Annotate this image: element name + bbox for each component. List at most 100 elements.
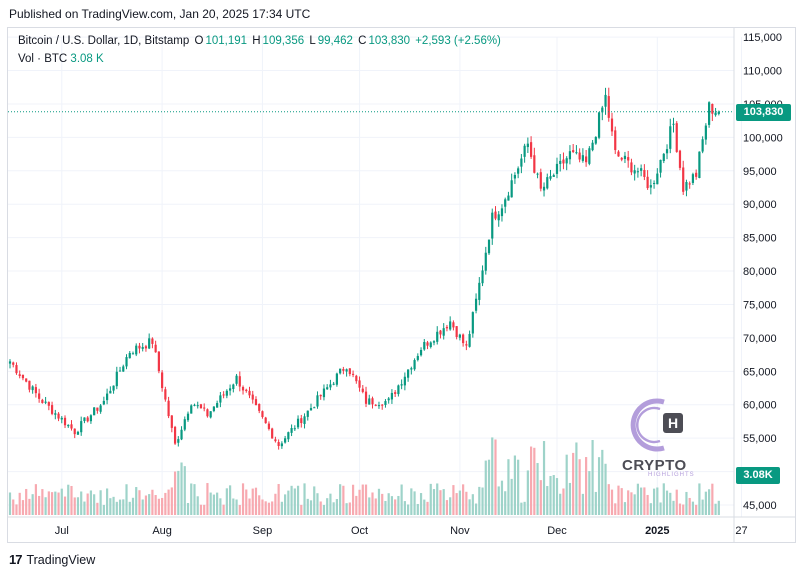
volume-bar [31,494,34,515]
volume-bar [549,475,552,515]
candle-body [471,312,474,334]
volume-bar [691,501,695,515]
candle-body [523,145,526,157]
volume-bar [245,489,248,515]
volume-bar [568,482,572,515]
volume-bar [254,487,258,515]
candle-body [86,417,89,422]
candle-body [656,173,659,185]
volume-bar [258,495,261,515]
y-tick-label: 110,000 [743,66,782,78]
volume-bar [93,494,96,515]
candle-body [31,386,34,391]
y-tick-label: 55,000 [743,433,777,445]
volume-bar [474,503,478,515]
candle-body [138,345,141,349]
candle-body [351,373,355,375]
y-tick-label: 45,000 [743,500,777,512]
candle-body [458,334,461,338]
candle-body [345,369,348,372]
candle-body [44,401,47,403]
volume-bar [565,454,568,515]
candle-body [34,387,37,394]
candle-body [400,384,403,386]
candle-body [462,334,465,344]
volume-bar [284,494,287,515]
candle-body [371,398,374,405]
volume-bar [526,470,529,515]
volume-bar [643,487,646,515]
volume-bar [400,484,403,515]
volume-bar [80,491,83,515]
ohlc-legend: Bitcoin / U.S. Dollar, 1D, Bitstamp O 101… [18,35,503,47]
open-label: O [194,35,204,47]
candle-body [442,328,445,336]
candle-body [267,423,271,429]
volume-bar [387,493,390,515]
candle-body [607,96,610,118]
volume-bar [186,503,190,515]
candle-body [572,150,575,152]
candle-body [332,383,335,385]
candle-body [180,429,183,440]
volume-bar [225,488,228,515]
volume-bar [708,489,711,515]
candle-body [610,118,614,132]
candle-body [474,298,478,311]
volume-bar [471,494,474,515]
volume-bar [151,489,154,515]
volume-bar [704,491,707,515]
volume-bar [8,492,12,515]
candle-body [309,408,313,411]
candle-body [313,407,316,409]
candle-body [698,151,701,179]
volume-bar [714,503,717,515]
candle-body [384,401,387,405]
high-label: H [252,35,261,47]
tradingview-logo[interactable]: 17 TradingView [9,552,95,567]
candle-body [549,176,552,179]
candle-body [390,392,394,400]
candle-body [691,174,695,183]
volume-bar [60,488,63,515]
candle-body [559,160,562,164]
candle-body [623,155,627,160]
volume-bar [462,484,465,515]
candle-body [542,186,546,191]
volume-bar [381,493,384,515]
volume-label: Vol · BTC [18,53,68,65]
candle-body [407,369,410,378]
volume-bar [335,499,338,515]
volume-bar [500,480,504,515]
candle-body [627,157,630,161]
volume-bar [306,498,309,515]
volume-bar [125,484,128,515]
symbol-title: Bitcoin / U.S. Dollar, 1D, Bitstamp [18,35,190,47]
volume-bar [212,494,216,515]
candle-body [688,183,691,185]
volume-bar [685,491,688,515]
volume-bar [439,490,442,515]
volume-bar [57,492,60,515]
volume-bar [300,504,303,515]
volume-bar [358,489,361,515]
x-tick-label: Aug [152,525,172,537]
volume-bar [164,492,167,515]
published-caption: Published on TradingView.com, Jan 20, 20… [9,7,311,21]
tradingview-wordmark: TradingView [26,552,96,567]
volume-bar [361,484,364,515]
candle-body [164,389,167,400]
candle-body [241,387,245,391]
volume-bar [251,488,254,515]
volume-bar [698,483,701,515]
watermark-letter: H [668,415,678,431]
candle-body [449,321,452,330]
volume-bar [497,486,500,515]
candle-body [173,426,177,444]
candle-body [500,208,504,217]
volume-bar [144,495,148,515]
volume-bar [261,499,264,515]
candle-body [601,107,604,113]
volume-bar [678,503,682,515]
